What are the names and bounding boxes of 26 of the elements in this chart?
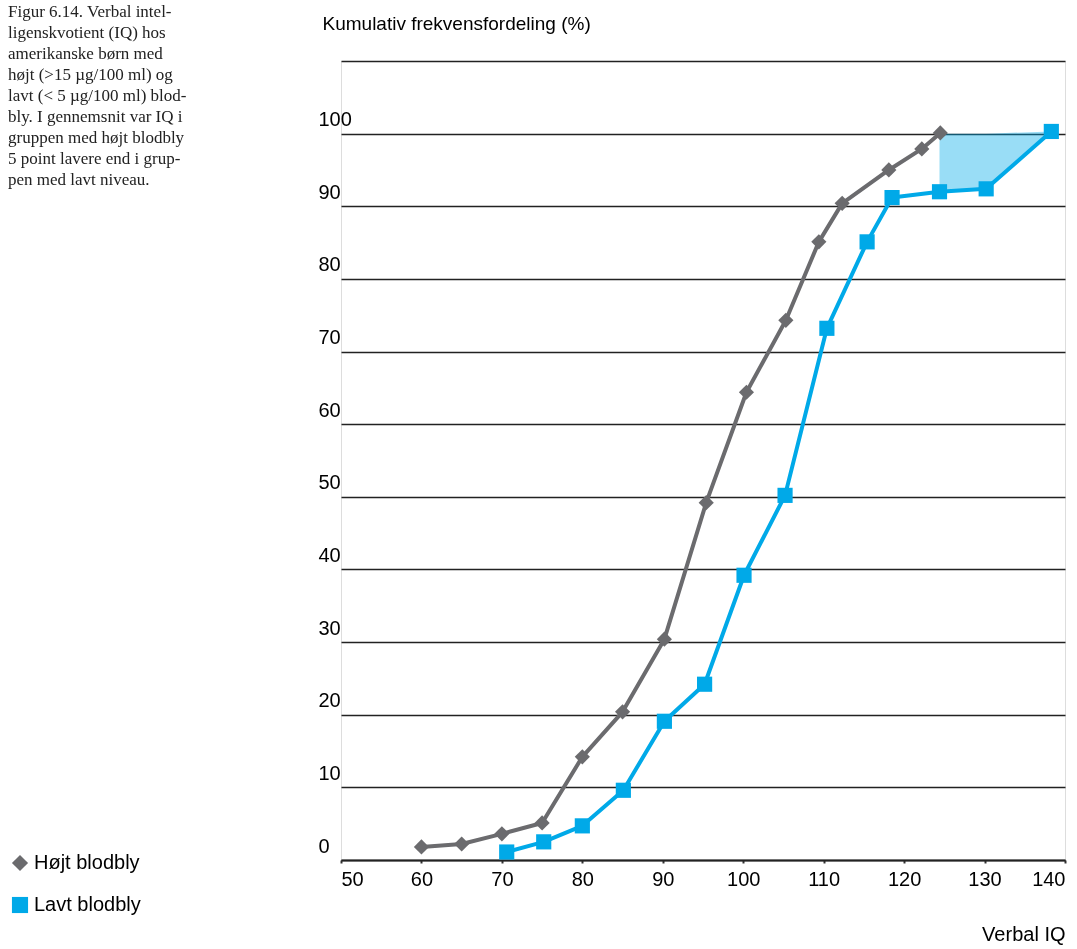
y-tick-label: 90 xyxy=(318,180,341,203)
y-axis-title: Kumulativ frekvensfordeling (%) xyxy=(322,12,591,34)
x-tick-label: 100 xyxy=(727,867,761,890)
x-tick-label: 60 xyxy=(410,867,434,890)
chart-title: Figur 6.14. Verbal intel- ligenskvotient (IQ) hos amerikanske børn med højt (>15 µg/100 ml) og lavt (< 5 µg/100 ml) blod- bly. I gennemsnit var IQ i gruppen med højt blodbly 5 point lavere end i grup- pen med lavt niveau. xyxy=(8,2,187,189)
y-tick-label: 70 xyxy=(318,326,341,349)
y-tick-label: 100 xyxy=(318,108,352,131)
x-axis-title: Verbal IQ xyxy=(982,922,1066,945)
y-tick-label: 50 xyxy=(318,471,341,494)
x-tick-label: 80 xyxy=(571,867,594,890)
x-tick-label: 140 xyxy=(1032,867,1066,890)
x-tick-label: 70 xyxy=(491,867,514,890)
x-tick-label: 120 xyxy=(887,867,922,890)
x-tick-label: 50 xyxy=(341,867,364,890)
y-tick-label: 80 xyxy=(318,253,341,276)
y-tick-label: 0 xyxy=(318,834,330,857)
y-tick-label: 60 xyxy=(318,398,341,421)
x-tick-label: 130 xyxy=(968,867,1002,890)
x-tick-label: 90 xyxy=(652,867,675,890)
y-tick-label: 40 xyxy=(318,543,341,566)
x-tick-label: 110 xyxy=(808,867,841,890)
legend-label: Højt blodbly xyxy=(34,851,140,873)
legend-label: Lavt blodbly xyxy=(34,893,141,915)
y-tick-label: 10 xyxy=(318,761,341,784)
y-tick-label: 20 xyxy=(318,689,341,712)
y-tick-label: 30 xyxy=(318,616,341,639)
